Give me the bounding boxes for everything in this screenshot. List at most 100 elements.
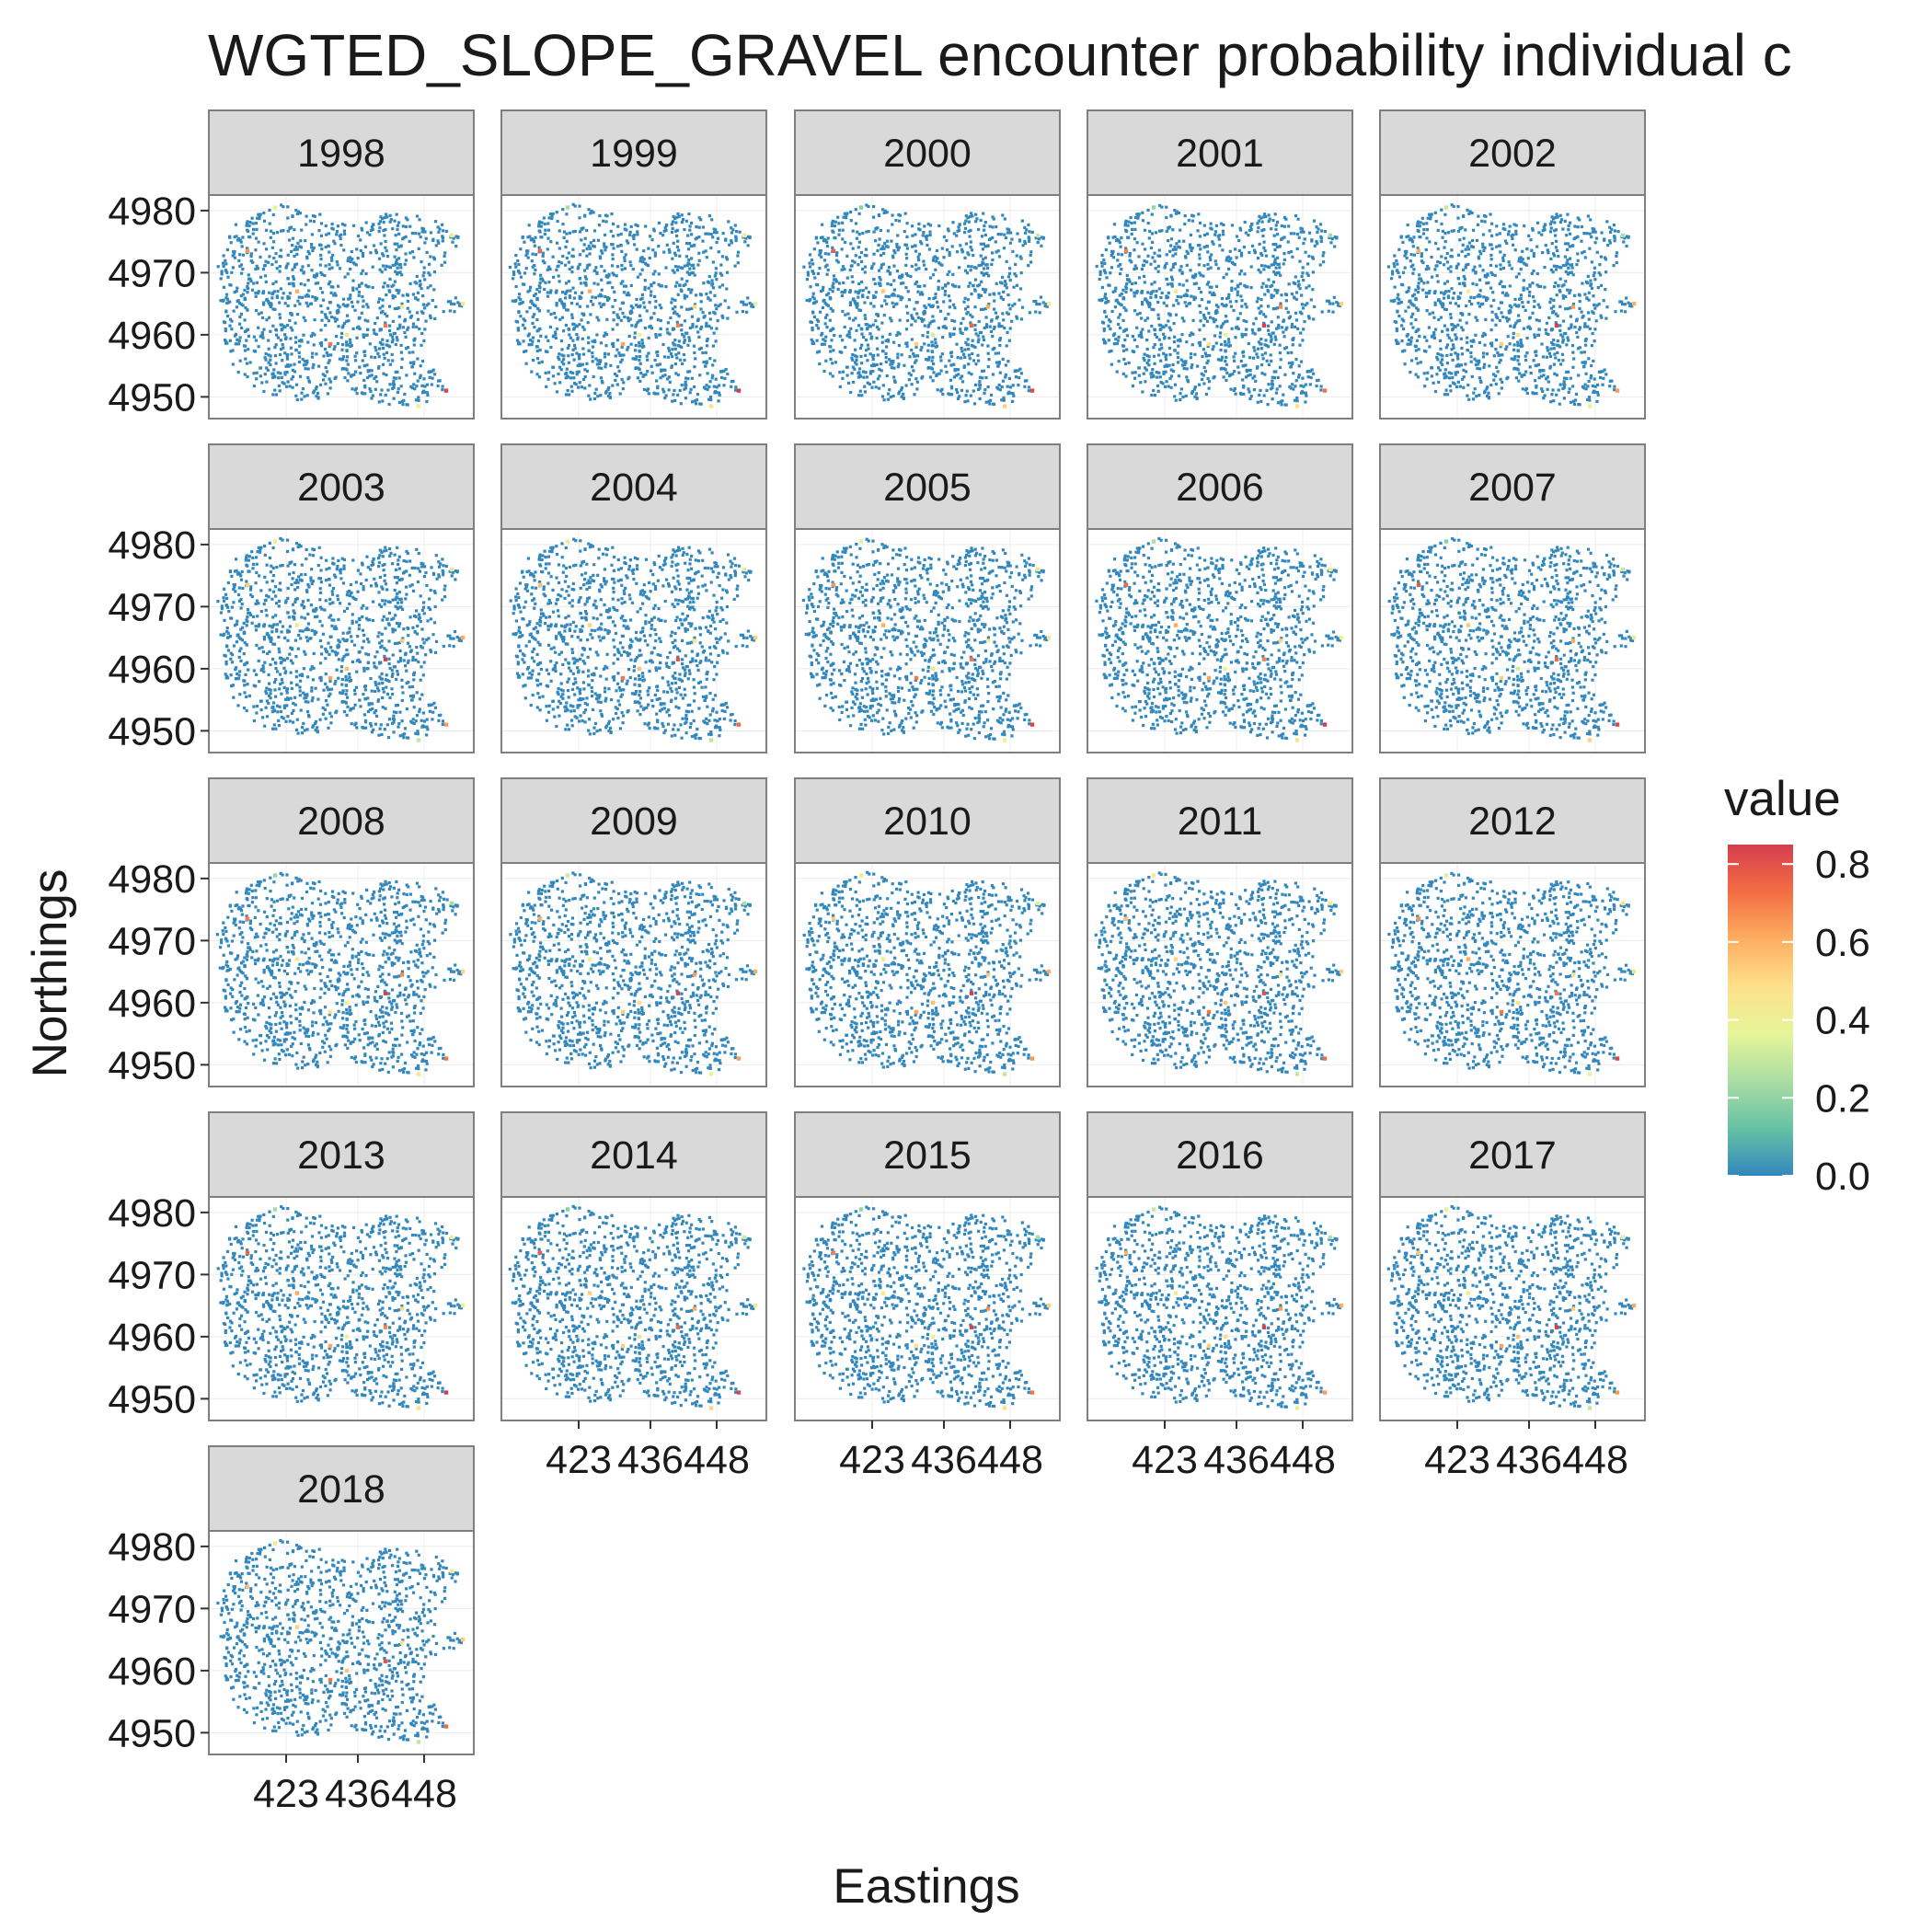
data-point xyxy=(409,315,414,318)
data-point xyxy=(1183,362,1187,366)
data-point xyxy=(1286,310,1290,314)
data-point xyxy=(261,268,265,271)
data-point xyxy=(903,363,906,367)
data-point xyxy=(1391,272,1395,276)
data-point xyxy=(1308,369,1312,373)
data-point xyxy=(620,358,624,362)
data-point xyxy=(1189,246,1192,249)
data-point xyxy=(680,277,684,281)
data-point xyxy=(861,370,866,374)
data-point xyxy=(916,316,920,319)
data-point xyxy=(271,232,275,236)
data-point xyxy=(832,282,835,285)
data-point xyxy=(1137,255,1141,259)
data-point xyxy=(622,353,626,357)
data-point xyxy=(915,380,919,384)
data-point xyxy=(699,293,703,297)
data-point xyxy=(851,380,856,384)
data-point xyxy=(1489,286,1493,290)
data-point xyxy=(716,236,720,240)
data-point xyxy=(921,293,925,296)
data-point xyxy=(1270,263,1273,267)
data-point xyxy=(388,324,392,328)
data-point xyxy=(1294,297,1298,301)
data-point xyxy=(1284,328,1288,331)
data-point xyxy=(310,355,314,359)
data-point xyxy=(818,362,822,366)
data-point xyxy=(267,347,270,351)
data-point xyxy=(378,268,382,271)
data-point xyxy=(581,352,586,356)
data-point xyxy=(377,400,381,404)
data-point xyxy=(838,334,842,338)
data-point xyxy=(959,244,962,247)
data-point xyxy=(1259,298,1263,302)
data-point xyxy=(1268,217,1271,221)
data-point xyxy=(528,289,532,293)
data-point xyxy=(1244,328,1248,331)
data-point xyxy=(1109,320,1112,324)
data-point xyxy=(890,366,893,370)
data-point xyxy=(371,228,374,232)
data-point xyxy=(1007,228,1011,232)
data-point xyxy=(328,359,331,362)
data-point xyxy=(1304,391,1307,395)
data-point xyxy=(914,282,917,286)
data-point xyxy=(571,339,575,342)
data-point xyxy=(974,220,978,224)
data-point xyxy=(830,224,834,227)
facet-strip xyxy=(794,109,1061,196)
data-point xyxy=(854,316,857,320)
data-point xyxy=(1248,373,1252,376)
data-point-highlight xyxy=(708,404,714,408)
data-point xyxy=(668,250,672,254)
data-point xyxy=(878,374,881,378)
data-point xyxy=(1535,283,1539,287)
data-point xyxy=(1243,272,1247,276)
data-point xyxy=(889,282,892,286)
data-point xyxy=(885,374,889,378)
data-point xyxy=(1258,214,1261,218)
data-point xyxy=(570,316,574,320)
data-point xyxy=(555,268,558,271)
data-point xyxy=(603,355,607,359)
data-point xyxy=(833,278,836,282)
data-point xyxy=(1117,335,1121,339)
data-point xyxy=(424,319,428,323)
data-point xyxy=(921,234,925,237)
data-point xyxy=(1311,288,1315,292)
data-point xyxy=(351,279,355,282)
data-point xyxy=(535,317,539,322)
data-point xyxy=(1294,214,1298,218)
data-point xyxy=(642,387,646,391)
data-point xyxy=(987,274,991,278)
data-point xyxy=(831,229,834,233)
data-point xyxy=(656,392,660,396)
data-point xyxy=(571,322,575,326)
data-point xyxy=(592,211,595,214)
data-point xyxy=(855,304,858,307)
data-point xyxy=(1499,345,1502,349)
data-point xyxy=(572,327,576,330)
data-point xyxy=(713,391,717,395)
data-point xyxy=(1138,311,1142,316)
data-point xyxy=(913,307,916,311)
data-point xyxy=(838,385,842,388)
data-point xyxy=(231,349,235,352)
data-point xyxy=(330,266,334,270)
data-point xyxy=(1019,372,1023,375)
data-point xyxy=(1133,267,1136,271)
data-point xyxy=(1461,377,1465,381)
data-point xyxy=(1029,253,1032,257)
data-point xyxy=(650,290,653,293)
data-point xyxy=(931,343,935,348)
data-point xyxy=(1237,371,1241,374)
data-point-highlight xyxy=(328,341,333,347)
data-point xyxy=(423,306,427,310)
data-point xyxy=(962,300,966,304)
data-point xyxy=(845,374,849,377)
data-point xyxy=(1304,250,1307,254)
data-point xyxy=(904,384,908,387)
data-point xyxy=(582,313,586,317)
data-point xyxy=(1224,359,1227,363)
